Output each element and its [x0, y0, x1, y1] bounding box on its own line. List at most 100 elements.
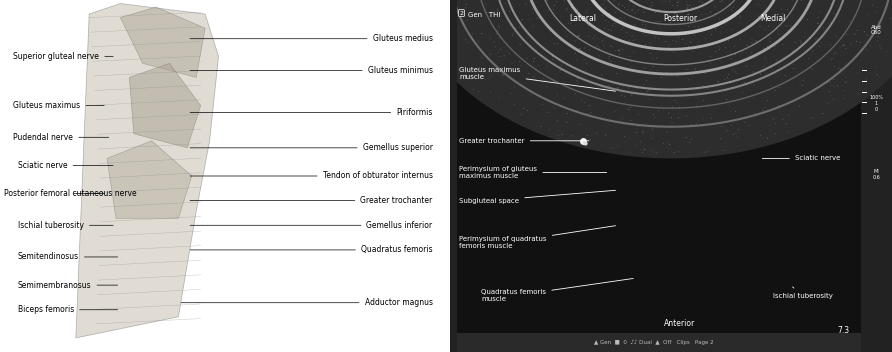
Point	[491, 8, 505, 13]
Text: ▲ Gen  ■  0  ♪♪ Dual  ▲  Off   Clips   Page 2: ▲ Gen ■ 0 ♪♪ Dual ▲ Off Clips Page 2	[594, 340, 714, 345]
Point	[624, 0, 638, 4]
Point	[824, 82, 838, 88]
Point	[698, 71, 713, 76]
Point	[831, 66, 846, 71]
Point	[863, 43, 878, 49]
Text: MI
0.6: MI 0.6	[872, 169, 880, 180]
Point	[681, 4, 695, 10]
Point	[541, 63, 555, 69]
Point	[671, 14, 685, 19]
Point	[492, 25, 507, 30]
Point	[778, 73, 792, 78]
Point	[756, 46, 771, 51]
Point	[769, 25, 783, 31]
Point	[632, 7, 646, 13]
Point	[573, 121, 587, 127]
Point	[658, 22, 673, 28]
Point	[626, 38, 640, 44]
Point	[461, 40, 475, 45]
Point	[680, 2, 694, 8]
Point	[570, 57, 584, 63]
Point	[582, 102, 596, 108]
Point	[615, 92, 629, 98]
Point	[839, 75, 854, 80]
Point	[598, 0, 612, 4]
Point	[756, 13, 771, 18]
Point	[646, 136, 660, 141]
Point	[628, 143, 642, 149]
Point	[843, 18, 857, 24]
Point	[542, 127, 557, 132]
Point	[615, 115, 629, 121]
Point	[648, 20, 663, 25]
Point	[561, 20, 575, 26]
Point	[712, 79, 726, 84]
Point	[753, 24, 767, 30]
Point	[665, 120, 679, 125]
Point	[653, 48, 667, 54]
Point	[626, 49, 640, 55]
Point	[733, 13, 747, 19]
Point	[735, 28, 749, 34]
Point	[829, 50, 843, 56]
Point	[888, 1, 892, 7]
Point	[711, 24, 725, 29]
Point	[550, 40, 565, 46]
Point	[860, 76, 874, 82]
Point	[588, 33, 602, 39]
Point	[735, 49, 749, 55]
Point	[520, 108, 534, 113]
Point	[874, 45, 888, 51]
Point	[889, 13, 892, 19]
Point	[695, 4, 709, 9]
Point	[814, 40, 829, 45]
Point	[616, 25, 631, 30]
Point	[572, 32, 586, 38]
Point	[602, 83, 616, 89]
Text: Gen   THI: Gen THI	[468, 12, 500, 18]
Point	[739, 63, 754, 69]
Point	[766, 116, 780, 122]
Point	[733, 37, 747, 42]
Point	[667, 98, 681, 104]
Point	[615, 3, 630, 8]
Point	[738, 119, 752, 125]
Point	[591, 57, 605, 62]
Point	[415, 17, 429, 23]
Point	[599, 0, 614, 2]
Point	[525, 23, 540, 29]
Point	[505, 91, 519, 96]
Point	[776, 42, 790, 48]
Point	[601, 26, 615, 32]
Point	[591, 35, 605, 41]
Point	[532, 63, 546, 68]
Point	[687, 70, 701, 76]
Point	[617, 134, 632, 139]
Point	[625, 8, 640, 13]
Point	[610, 86, 624, 92]
Point	[545, 52, 559, 58]
Point	[647, 33, 661, 38]
Point	[649, 55, 664, 61]
Text: Posterior femoral cutaneous nerve: Posterior femoral cutaneous nerve	[4, 189, 137, 198]
Point	[729, 52, 743, 57]
Point	[447, 46, 461, 52]
Text: Gemellus inferior: Gemellus inferior	[190, 221, 433, 230]
Point	[519, 1, 533, 7]
Point	[690, 103, 704, 109]
Point	[625, 33, 640, 39]
Point	[625, 121, 640, 127]
Text: Sciatic nerve: Sciatic nerve	[18, 161, 113, 170]
Point	[513, 42, 527, 47]
Point	[701, 102, 715, 107]
Text: Sciatic nerve: Sciatic nerve	[763, 155, 840, 162]
Point	[682, 140, 697, 145]
Point	[730, 71, 744, 76]
Point	[615, 18, 630, 24]
Text: Ischial tuberosity: Ischial tuberosity	[772, 287, 832, 299]
Point	[475, 2, 490, 8]
Point	[824, 1, 838, 7]
Point	[589, 16, 603, 21]
Point	[541, 110, 555, 115]
Point	[570, 75, 584, 80]
